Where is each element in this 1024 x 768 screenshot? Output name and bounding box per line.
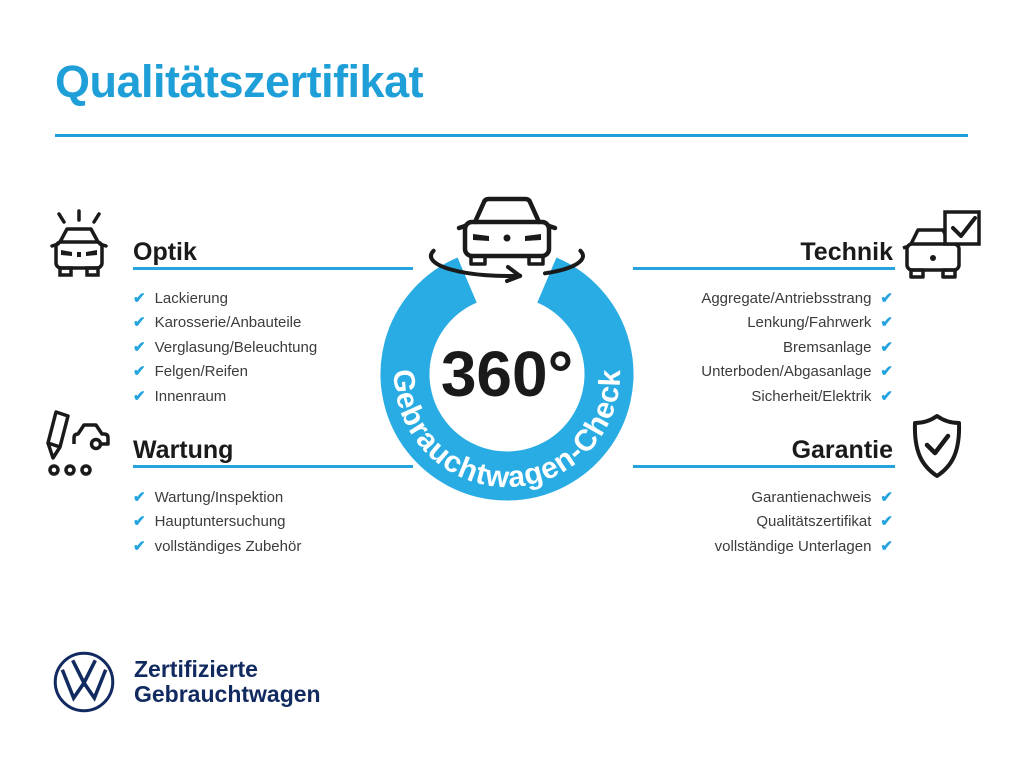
footer-claim-line1: Zertifizierte (134, 656, 258, 682)
checklist-item-label: Innenraum (154, 387, 227, 405)
checklist-item-label: Verglasung/Beleuchtung (154, 338, 318, 356)
check-icon: ✔ (133, 537, 146, 555)
check-icon: ✔ (880, 387, 893, 405)
check-icon: ✔ (880, 537, 893, 555)
checklist-item: ✔ Verglasung/Beleuchtung (133, 335, 317, 360)
checklist-item: ✔ Hauptuntersuchung (133, 510, 301, 535)
service-checklist-icon (46, 410, 110, 476)
checklist-item: Garantienachweis ✔ (603, 485, 893, 510)
checklist-item: Sicherheit/Elektrik ✔ (603, 384, 893, 409)
360-badge: Gebrauchtwagen-Check 360° (380, 196, 634, 501)
badge-ring (380, 257, 634, 501)
section-title-wartung: Wartung (133, 436, 234, 464)
checklist-item: vollständige Unterlagen ✔ (603, 534, 893, 559)
check-icon: ✔ (133, 488, 146, 506)
checklist-item-label: Unterboden/Abgasanlage (701, 363, 872, 381)
check-icon: ✔ (880, 363, 893, 381)
footer-claim-line2: Gebrauchtwagen (134, 681, 321, 707)
title-divider (55, 134, 968, 137)
garantie-checklist: Garantienachweis ✔ Qualitätszertifikat ✔ v… (603, 485, 893, 559)
checklist-item-label: vollständiges Zubehör (154, 537, 302, 555)
check-icon: ✔ (880, 513, 893, 531)
check-icon: ✔ (880, 289, 893, 307)
check-icon: ✔ (133, 314, 146, 332)
optik-checklist: ✔ Lackierung ✔ Karosserie/Anbauteile ✔ Verg… (133, 286, 317, 409)
technik-checklist: Aggregate/Antriebsstrang ✔ Lenkung/Fahrwe… (603, 286, 893, 409)
checklist-item-label: Felgen/Reifen (154, 363, 248, 381)
checklist-item: Lenkung/Fahrwerk ✔ (603, 311, 893, 336)
car-shine-icon (50, 209, 108, 277)
checklist-item-label: Hauptuntersuchung (154, 513, 286, 531)
check-icon: ✔ (133, 363, 146, 381)
checklist-item: ✔ Karosserie/Anbauteile (133, 311, 317, 336)
checklist-item-label: Lenkung/Fahrwerk (747, 314, 872, 332)
check-icon: ✔ (880, 314, 893, 332)
section-title-garantie: Garantie (791, 436, 893, 464)
shield-check-icon (912, 414, 962, 478)
section-divider-wartung (133, 465, 413, 468)
page-title: Qualitätszertifikat (55, 56, 424, 107)
vw-logo (53, 651, 115, 713)
check-icon: ✔ (133, 289, 146, 307)
wartung-checklist: ✔ Wartung/Inspektion ✔ Hauptuntersuchung ✔… (133, 485, 301, 559)
check-icon: ✔ (880, 488, 893, 506)
section-divider-optik (133, 267, 413, 270)
checklist-item-label: Karosserie/Anbauteile (154, 314, 302, 332)
checklist-item-label: vollständige Unterlagen (714, 537, 872, 555)
section-divider-garantie (633, 465, 895, 468)
checklist-item-label: Aggregate/Antriebsstrang (701, 289, 872, 307)
section-title-technik: Technik (800, 238, 893, 266)
section-title-optik: Optik (133, 238, 197, 266)
checklist-item: Qualitätszertifikat ✔ (603, 510, 893, 535)
checklist-item: ✔ Innenraum (133, 384, 317, 409)
section-divider-technik (633, 267, 895, 270)
checklist-item: Unterboden/Abgasanlage ✔ (603, 360, 893, 385)
check-icon: ✔ (880, 338, 893, 356)
checklist-item: Aggregate/Antriebsstrang ✔ (603, 286, 893, 311)
car-checkbox-icon (902, 210, 981, 279)
checklist-item-label: Bremsanlage (783, 338, 872, 356)
checklist-item-label: Sicherheit/Elektrik (751, 387, 872, 405)
check-icon: ✔ (133, 338, 146, 356)
checklist-item: ✔ vollständiges Zubehör (133, 534, 301, 559)
checklist-item: ✔ Wartung/Inspektion (133, 485, 301, 510)
checklist-item: ✔ Lackierung (133, 286, 317, 311)
checklist-item: Bremsanlage ✔ (603, 335, 893, 360)
checklist-item-label: Garantienachweis (751, 488, 872, 506)
check-icon: ✔ (133, 387, 146, 405)
car-rotate-icon (429, 196, 585, 283)
checklist-item-label: Qualitätszertifikat (756, 513, 872, 531)
badge-value: 360° (441, 338, 573, 410)
checklist-item-label: Lackierung (154, 289, 228, 307)
checklist-item: ✔ Felgen/Reifen (133, 360, 317, 385)
check-icon: ✔ (133, 513, 146, 531)
checklist-item-label: Wartung/Inspektion (154, 488, 284, 506)
footer-claim: Zertifizierte Gebrauchtwagen (134, 657, 321, 707)
